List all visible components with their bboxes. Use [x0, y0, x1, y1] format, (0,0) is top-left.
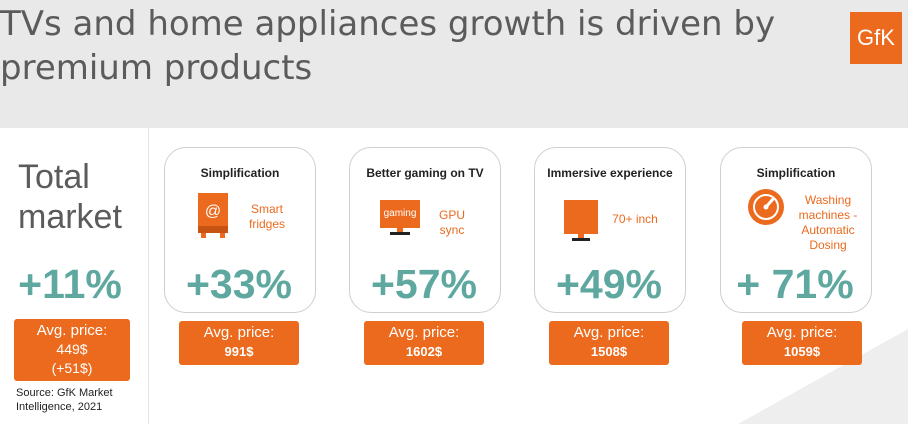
card2-growth: +57% — [370, 261, 477, 307]
card-washing-machines: Simplification Washing machines - Automa… — [720, 147, 872, 313]
page-title: TVs and home appliances growth is driven… — [0, 4, 776, 88]
card-title: Better gaming on TV — [366, 166, 484, 180]
tv-gaming-icon — [380, 200, 420, 235]
total-price-label: Avg. price: — [36, 322, 108, 339]
fridge-icon: @ — [198, 193, 228, 238]
card3-growth: +49% — [555, 261, 662, 307]
total-market-label: Total market — [18, 157, 122, 237]
card4-price-value: 1059$ — [783, 344, 821, 359]
source-line1: Source: GfK Market — [16, 387, 113, 399]
card3-price-label: Avg. price: — [573, 324, 645, 341]
card1-price-badge: Avg. price: 991$ — [179, 321, 299, 365]
source-note: Source: GfK Market Intelligence, 2021 — [16, 386, 113, 414]
total-price-badge: Avg. price: 449$ (+51$) — [14, 319, 130, 381]
card1-price-value: 991$ — [224, 344, 254, 359]
total-label-line2: market — [18, 198, 122, 236]
card4-growth: + 71% — [736, 261, 854, 307]
card1-price-label: Avg. price: — [203, 324, 275, 341]
svg-text:@: @ — [205, 203, 221, 220]
gauge-icon — [748, 189, 784, 225]
large-tv-icon — [564, 200, 598, 241]
card-title: Simplification — [756, 166, 836, 180]
column-divider — [148, 128, 149, 424]
gfk-logo: GfK — [850, 12, 902, 64]
total-price-change: (+51$) — [51, 360, 93, 376]
total-price-value: 449$ — [56, 341, 88, 357]
card2-price-label: Avg. price: — [388, 324, 460, 341]
card4-price-label: Avg. price: — [766, 324, 838, 341]
card2-price-value: 1602$ — [405, 344, 443, 359]
card-gpu-sync: Better gaming on TV gaming GPU sync — [349, 147, 501, 313]
card4-price-badge: Avg. price: 1059$ — [742, 321, 862, 365]
total-label-line1: Total — [18, 158, 90, 196]
card-feature: GPU sync — [438, 208, 465, 237]
card1-growth: +33% — [185, 261, 292, 307]
card-title: Simplification — [200, 166, 280, 180]
card-feature: Smart fridges — [248, 202, 286, 231]
total-growth: +11% — [18, 261, 122, 307]
card-large-tv: Immersive experience 70+ inch — [534, 147, 686, 313]
tv-gaming-label: gaming — [383, 208, 417, 219]
card-feature: Washing machines - Automatic Dosing — [798, 193, 858, 252]
card3-price-badge: Avg. price: 1508$ — [549, 321, 669, 365]
source-line2: Intelligence, 2021 — [16, 401, 103, 413]
card-smart-fridges: Simplification @ Smart fridges — [164, 147, 316, 313]
card3-price-value: 1508$ — [590, 344, 628, 359]
card2-price-badge: Avg. price: 1602$ — [364, 321, 484, 365]
card-feature: 70+ inch — [612, 212, 658, 226]
card-title: Immersive experience — [547, 166, 673, 180]
